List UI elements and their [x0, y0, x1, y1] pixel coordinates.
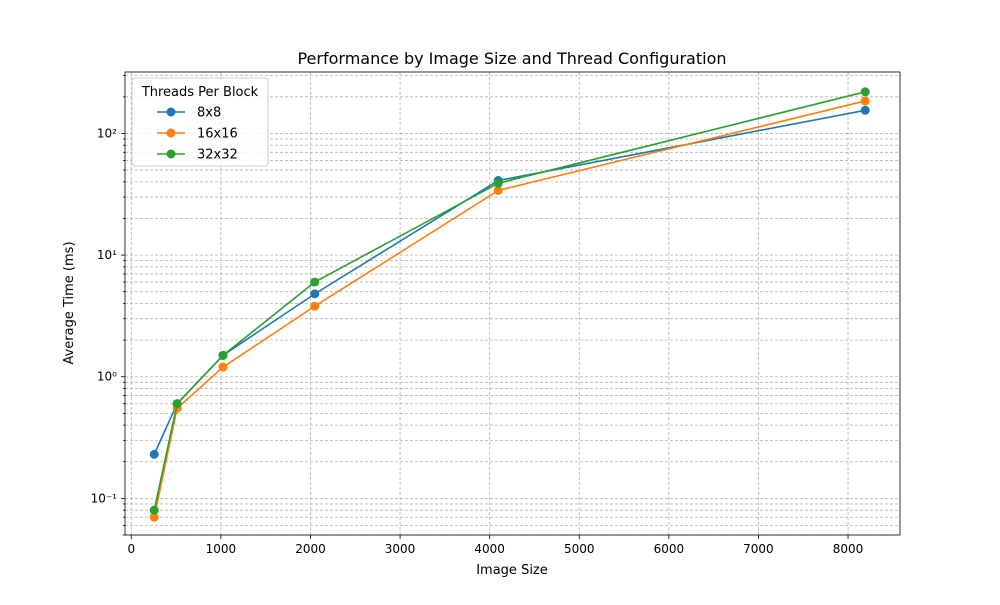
- data-point-8x8: [310, 289, 320, 299]
- x-tick-label: 7000: [743, 542, 774, 556]
- x-tick-label: 1000: [206, 542, 237, 556]
- series-line-8x8: [153, 109, 866, 455]
- data-point-16x16: [149, 512, 159, 522]
- x-tick-label: 0: [127, 542, 135, 556]
- x-tick-label: 2000: [295, 542, 326, 556]
- data-point-16x16: [860, 96, 870, 106]
- data-point-32x32: [218, 350, 228, 360]
- data-point-32x32: [149, 505, 159, 515]
- y-tick-label: 10¹: [97, 248, 117, 262]
- data-point-16x16: [218, 362, 228, 372]
- x-tick-label: 3000: [385, 542, 416, 556]
- data-point-32x32: [860, 87, 870, 97]
- x-tick-label: 8000: [833, 542, 864, 556]
- legend-swatch-marker: [166, 128, 176, 138]
- data-point-16x16: [310, 301, 320, 311]
- data-point-8x8: [149, 449, 159, 459]
- series-line-32x32: [153, 91, 866, 511]
- legend-swatch-marker: [166, 107, 176, 117]
- x-tick-label: 4000: [474, 542, 505, 556]
- data-point-32x32: [310, 277, 320, 287]
- legend-title: Threads Per Block: [141, 85, 259, 100]
- x-tick-label: 5000: [564, 542, 595, 556]
- data-point-8x8: [860, 105, 870, 115]
- y-tick-label: 10²: [97, 126, 117, 140]
- grid-lines: [125, 72, 900, 536]
- data-point-32x32: [493, 178, 503, 188]
- x-axis-label: Image Size: [476, 563, 548, 578]
- series-line-16x16: [153, 100, 866, 518]
- legend-label: 32x32: [197, 148, 238, 163]
- plot-frame: [124, 71, 901, 536]
- legend-label: 16x16: [197, 127, 238, 142]
- legend-swatch-marker: [166, 149, 176, 159]
- y-tick-label: 10⁻¹: [91, 491, 118, 505]
- series-32x32: [149, 87, 870, 515]
- x-tick-label: 6000: [654, 542, 685, 556]
- y-axis-label: Average Time (ms): [62, 241, 77, 364]
- legend-box: [131, 77, 269, 167]
- chart-title: Performance by Image Size and Thread Con…: [297, 49, 726, 68]
- y-tick-label: 10⁰: [97, 370, 117, 384]
- legend-label: 8x8: [197, 106, 221, 121]
- data-point-32x32: [172, 399, 182, 409]
- data-point-16x16: [493, 185, 503, 195]
- legend: Threads Per Block 8x8 16x16 32x32: [131, 77, 269, 167]
